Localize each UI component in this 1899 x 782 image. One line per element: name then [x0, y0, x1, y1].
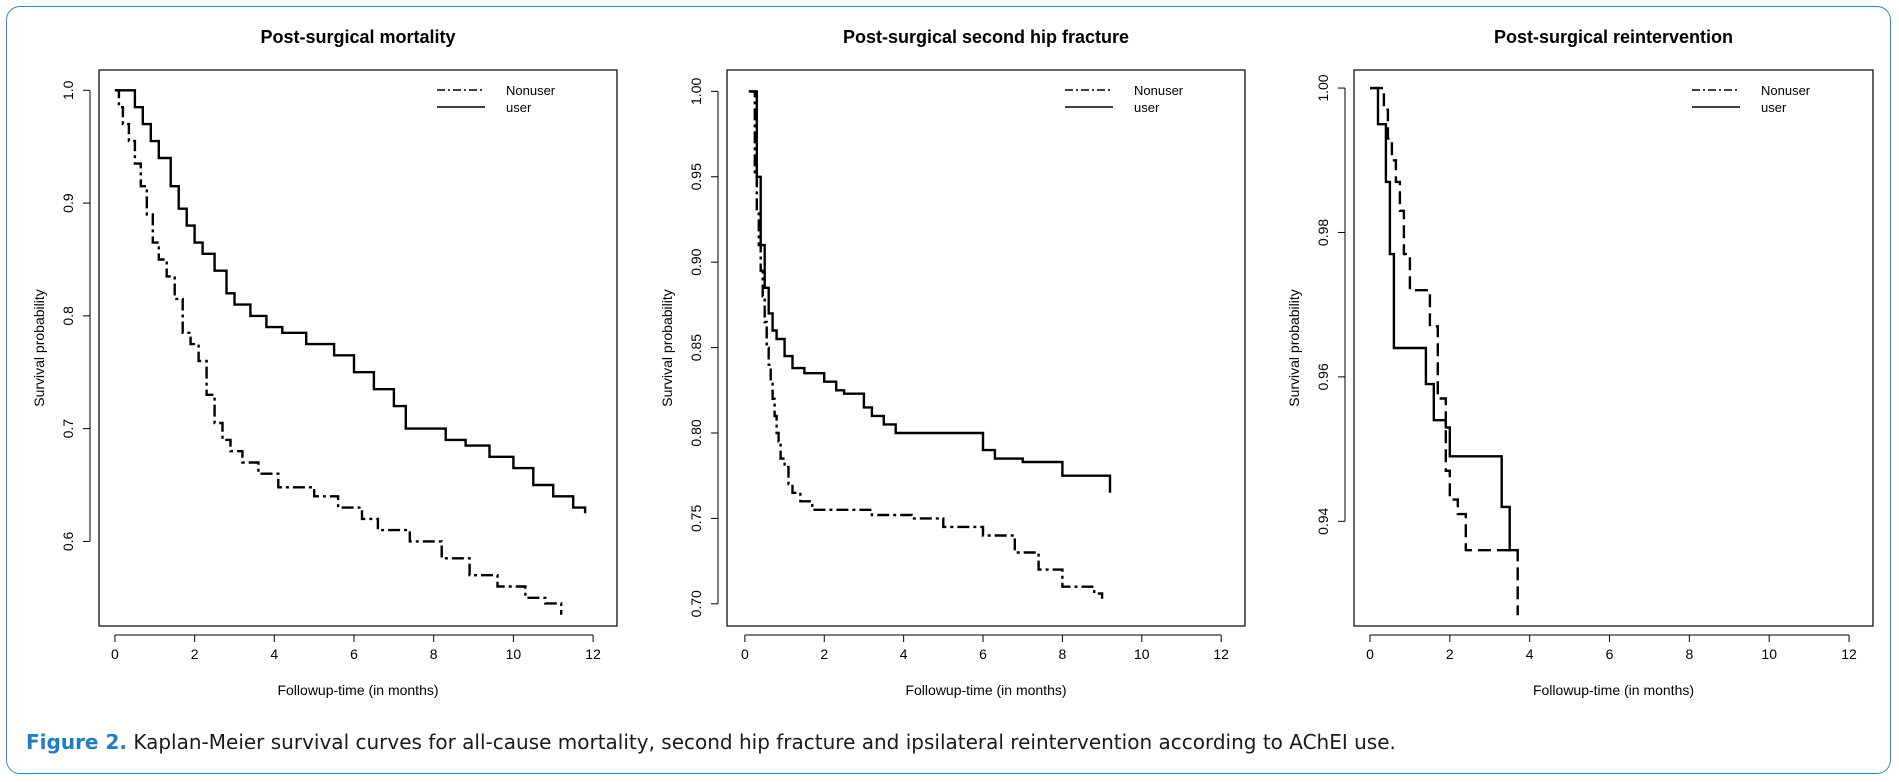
series-line-user	[114, 89, 587, 514]
x-axis-label: Followup-time (in months)	[905, 682, 1066, 698]
panel-1: Post-surgical mortality 0 2 4 6 8 10 12 Followup…	[31, 27, 618, 698]
y-axis-label: Survival probability	[31, 289, 47, 407]
x-tick-label: 4	[900, 646, 908, 662]
plot-frame	[1353, 69, 1874, 627]
y-axis-label: Survival probability	[1286, 289, 1302, 407]
caption-text: Kaplan-Meier survival curves for all-cau…	[126, 730, 1396, 754]
panel-title: Post-surgical second hip fracture	[843, 27, 1129, 47]
x-tick-label: 0	[1366, 646, 1374, 662]
panel-title: Post-surgical reintervention	[1494, 27, 1733, 47]
legend-label-nonuser: Nonuser	[1761, 83, 1811, 98]
y-tick-label: 0.95	[688, 163, 704, 190]
x-tick-label: 6	[350, 646, 358, 662]
y-axis-label: Survival probability	[659, 289, 675, 407]
x-tick-label: 12	[1841, 646, 1857, 662]
legend-label-user: user	[1761, 100, 1787, 115]
y-tick-label: 0.80	[688, 419, 704, 446]
y-tick-label: 0.6	[60, 531, 76, 551]
y-tick-label: 0.8	[60, 306, 76, 326]
x-tick-label: 12	[585, 646, 601, 662]
figure-frame	[6, 6, 1891, 774]
x-tick-label: 0	[111, 646, 119, 662]
x-tick-label: 12	[1213, 646, 1229, 662]
series-line-user	[748, 90, 1112, 493]
x-tick-label: 10	[506, 646, 522, 662]
y-tick-label: 0.96	[1315, 363, 1331, 390]
x-tick-label: 2	[191, 646, 199, 662]
x-axis-label: Followup-time (in months)	[1533, 682, 1694, 698]
y-tick-label: 0.70	[688, 590, 704, 617]
x-tick-label: 10	[1134, 646, 1150, 662]
legend-label-nonuser: Nonuser	[506, 83, 556, 98]
x-axis-label: Followup-time (in months)	[277, 682, 438, 698]
x-tick-label: 4	[270, 646, 278, 662]
series-line-nonuser	[114, 89, 563, 615]
series-line-nonuser	[748, 90, 1104, 599]
panel-2: Post-surgical second hip fracture 0 2 4 6 8 10…	[659, 27, 1246, 698]
x-tick-label: 6	[979, 646, 987, 662]
y-tick-label: 1.0	[60, 80, 76, 100]
panel-title: Post-surgical mortality	[260, 27, 455, 47]
series-line-user	[1370, 86, 1518, 552]
panel-3: Post-surgical reintervention 0 2 4 6 8 10 12 Fol…	[1286, 27, 1874, 698]
y-tick-label: 0.7	[60, 419, 76, 439]
caption-label: Figure 2.	[26, 730, 127, 754]
plot-frame	[98, 69, 618, 627]
y-tick-label: 0.90	[688, 248, 704, 275]
x-tick-label: 8	[1685, 646, 1693, 662]
x-tick-label: 8	[1059, 646, 1067, 662]
y-tick-label: 0.94	[1315, 507, 1331, 534]
legend-label-nonuser: Nonuser	[1134, 83, 1184, 98]
x-tick-label: 8	[430, 646, 438, 662]
y-tick-label: 0.75	[688, 505, 704, 532]
y-tick-label: 0.9	[60, 193, 76, 213]
y-tick-label: 0.98	[1315, 219, 1331, 246]
x-tick-label: 10	[1761, 646, 1777, 662]
y-tick-label: 1.00	[1315, 74, 1331, 101]
x-tick-label: 2	[820, 646, 828, 662]
figure-caption: Figure 2. Kaplan-Meier survival curves f…	[26, 730, 1396, 754]
y-tick-label: 1.00	[688, 78, 704, 105]
x-tick-label: 4	[1526, 646, 1534, 662]
legend-label-user: user	[506, 100, 532, 115]
x-tick-label: 0	[741, 646, 749, 662]
legend-label-user: user	[1134, 100, 1160, 115]
y-tick-label: 0.85	[688, 334, 704, 361]
series-line-nonuser	[1370, 86, 1519, 616]
plot-frame	[726, 69, 1246, 627]
x-tick-label: 2	[1446, 646, 1454, 662]
x-tick-label: 6	[1606, 646, 1614, 662]
